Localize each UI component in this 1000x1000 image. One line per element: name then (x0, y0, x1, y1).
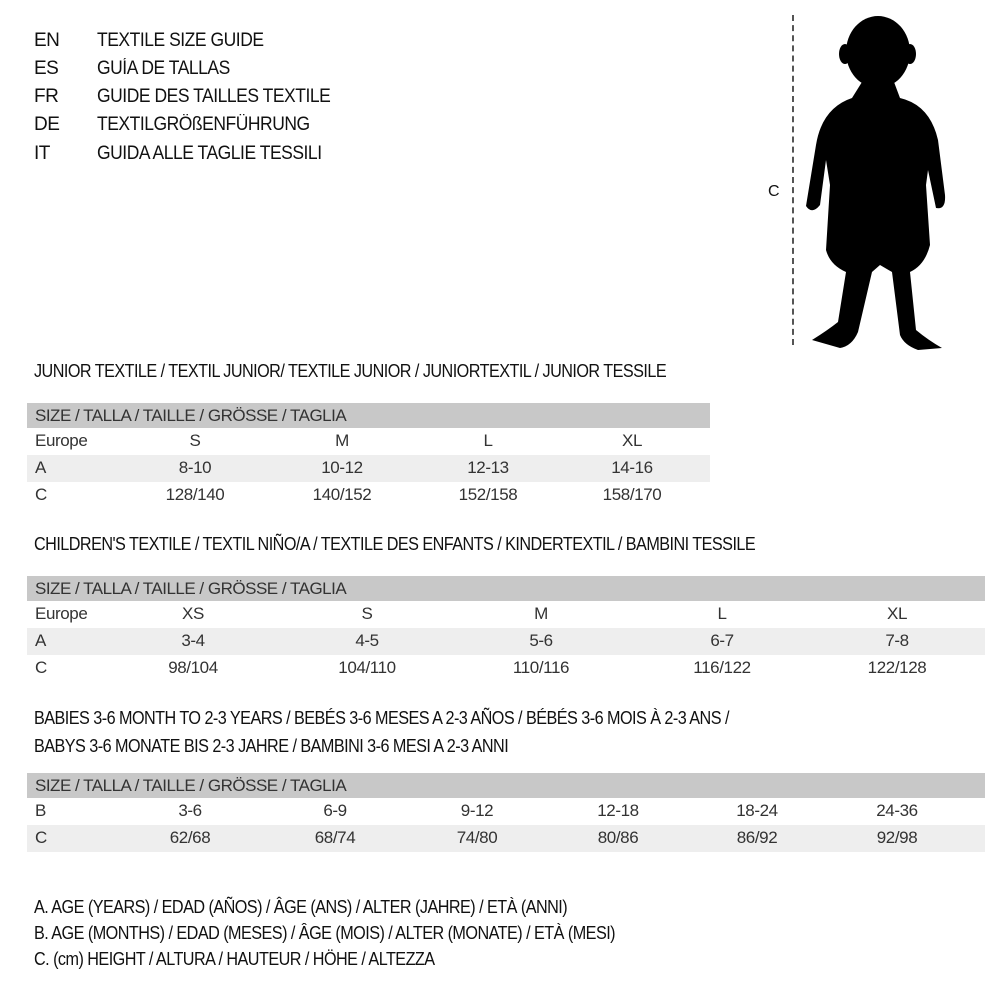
legend-item: B. AGE (MONTHS) / EDAD (MESES) / ÂGE (MO… (34, 923, 616, 943)
table-cell: 80/86 (597, 828, 639, 847)
junior-size-table: SIZE / TALLA / TAILLE / GRÖSSE / TAGLIA … (27, 403, 710, 509)
table-cell: 6-7 (710, 631, 734, 650)
row-label: B (35, 801, 46, 820)
table-cell: 116/122 (693, 658, 751, 677)
row-label: C (35, 828, 47, 847)
table-row: C 98/104 104/110 110/116 116/122 122/128 (27, 655, 985, 682)
table-row: B 3-6 6-9 9-12 12-18 18-24 24-36 (27, 798, 985, 825)
guide-title: TEXTILGRÖßENFÜHRUNG (97, 114, 310, 135)
children-size-table: SIZE / TALLA / TAILLE / GRÖSSE / TAGLIA … (27, 576, 985, 682)
lang-code: EN (34, 30, 60, 51)
table-cell: 9-12 (460, 801, 494, 820)
table-cell: 98/104 (168, 658, 218, 677)
table-cell: 24-36 (876, 801, 918, 820)
table-cell: 8-10 (178, 458, 212, 477)
height-label: C (768, 183, 780, 200)
guide-title: TEXTILE SIZE GUIDE (97, 30, 264, 51)
table-cell: M (335, 431, 349, 450)
table-cell: 92/98 (876, 828, 918, 847)
table-header: SIZE / TALLA / TAILLE / GRÖSSE / TAGLIA (27, 576, 985, 601)
row-label: C (35, 485, 47, 504)
table-cell: 110/116 (512, 658, 570, 677)
table-cell: 68/74 (314, 828, 356, 847)
table-cell: 4-5 (355, 631, 379, 650)
table-cell: 7-8 (885, 631, 909, 650)
table-cell: S (189, 431, 201, 450)
babies-heading-2: BABYS 3-6 MONATE BIS 2-3 JAHRE / BAMBINI… (34, 736, 509, 756)
table-row: C 128/140 140/152 152/158 158/170 (27, 482, 710, 509)
table-row: A 3-4 4-5 5-6 6-7 7-8 (27, 628, 985, 655)
guide-title: GUÍA DE TALLAS (97, 58, 230, 79)
table-row: Europe S M L XL (27, 428, 710, 455)
lang-code: DE (34, 114, 60, 135)
table-cell: 128/140 (165, 485, 225, 504)
table-cell: L (483, 431, 493, 450)
lang-code: FR (34, 86, 59, 107)
table-cell: 18-24 (736, 801, 778, 820)
table-cell: 12-18 (597, 801, 639, 820)
table-cell: XL (887, 604, 907, 623)
table-cell: 12-13 (467, 458, 509, 477)
table-cell: 3-6 (178, 801, 202, 820)
table-cell: 140/152 (312, 485, 372, 504)
table-header: SIZE / TALLA / TAILLE / GRÖSSE / TAGLIA (27, 403, 710, 428)
table-cell: L (717, 604, 727, 623)
table-cell: S (361, 604, 373, 623)
table-header: SIZE / TALLA / TAILLE / GRÖSSE / TAGLIA (27, 773, 985, 798)
lang-code: IT (34, 143, 50, 164)
row-label: A (35, 458, 46, 477)
row-label: A (35, 631, 46, 650)
child-silhouette-icon (806, 16, 946, 350)
table-cell: XS (182, 604, 204, 623)
row-label: Europe (35, 604, 88, 623)
lang-code: ES (34, 58, 59, 79)
table-row: C 62/68 68/74 74/80 80/86 86/92 92/98 (27, 825, 985, 852)
height-dashed-line (792, 15, 794, 345)
table-cell: XL (622, 431, 642, 450)
table-cell: 74/80 (456, 828, 498, 847)
table-cell: 152/158 (458, 485, 518, 504)
table-cell: 158/170 (602, 485, 662, 504)
table-cell: 10-12 (321, 458, 363, 477)
guide-title: GUIDA ALLE TAGLIE TESSILI (97, 143, 322, 164)
babies-heading: BABIES 3-6 MONTH TO 2-3 YEARS / BEBÉS 3-… (34, 708, 729, 728)
table-cell: 14-16 (611, 458, 653, 477)
table-row: Europe XS S M L XL (27, 601, 985, 628)
table-cell: M (534, 604, 548, 623)
table-cell: 5-6 (529, 631, 553, 650)
babies-size-table: SIZE / TALLA / TAILLE / GRÖSSE / TAGLIA … (27, 773, 985, 852)
table-cell: 86/92 (736, 828, 778, 847)
table-cell: 3-4 (181, 631, 205, 650)
legend-item: A. AGE (YEARS) / EDAD (AÑOS) / ÂGE (ANS)… (34, 897, 568, 917)
table-cell: 104/110 (338, 658, 396, 677)
table-row: A 8-10 10-12 12-13 14-16 (27, 455, 710, 482)
junior-heading: JUNIOR TEXTILE / TEXTIL JUNIOR/ TEXTILE … (34, 361, 667, 381)
row-label: C (35, 658, 47, 677)
children-heading: CHILDREN'S TEXTILE / TEXTIL NIÑO/A / TEX… (34, 534, 756, 554)
guide-title: GUIDE DES TAILLES TEXTILE (97, 86, 331, 107)
legend-item: C. (cm) HEIGHT / ALTURA / HAUTEUR / HÖHE… (34, 949, 435, 969)
table-cell: 6-9 (323, 801, 347, 820)
table-cell: 62/68 (169, 828, 211, 847)
row-label: Europe (35, 431, 88, 450)
table-cell: 122/128 (867, 658, 927, 677)
